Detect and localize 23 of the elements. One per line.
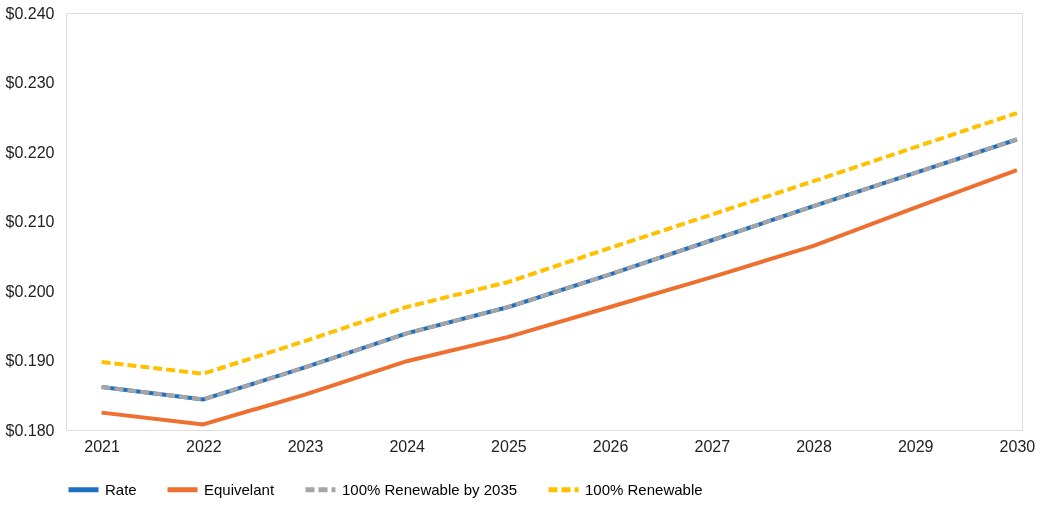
legend-label: 100% Renewable [585, 480, 703, 498]
x-tick-label: 2021 [84, 437, 120, 455]
x-tick-label: 2029 [897, 437, 934, 455]
legend-label: Equivelant [204, 480, 275, 498]
x-tick-label: 2028 [796, 437, 832, 455]
y-tick-label: $0.210 [5, 213, 55, 230]
legend-label: Rate [105, 480, 137, 498]
y-tick-label: $0.240 [5, 4, 55, 22]
y-tick-label: $0.230 [5, 74, 55, 91]
y-tick-label: $0.200 [5, 282, 55, 300]
x-tick-label: 2024 [389, 437, 426, 455]
x-tick-label: 2025 [491, 437, 527, 455]
x-tick-label: 2022 [186, 437, 222, 455]
x-tick-label: 2030 [999, 437, 1036, 455]
legend-label: 100% Renewable by 2035 [342, 480, 518, 498]
y-tick-label: $0.190 [5, 352, 55, 369]
x-tick-label: 2023 [287, 437, 324, 455]
x-tick-label: 2026 [592, 437, 629, 455]
line-series [99, 111, 1019, 376]
y-tick-label: $0.180 [5, 421, 55, 439]
line-series [99, 168, 1019, 427]
x-tick-label: 2027 [694, 437, 731, 455]
y-tick-label: $0.220 [5, 143, 55, 161]
